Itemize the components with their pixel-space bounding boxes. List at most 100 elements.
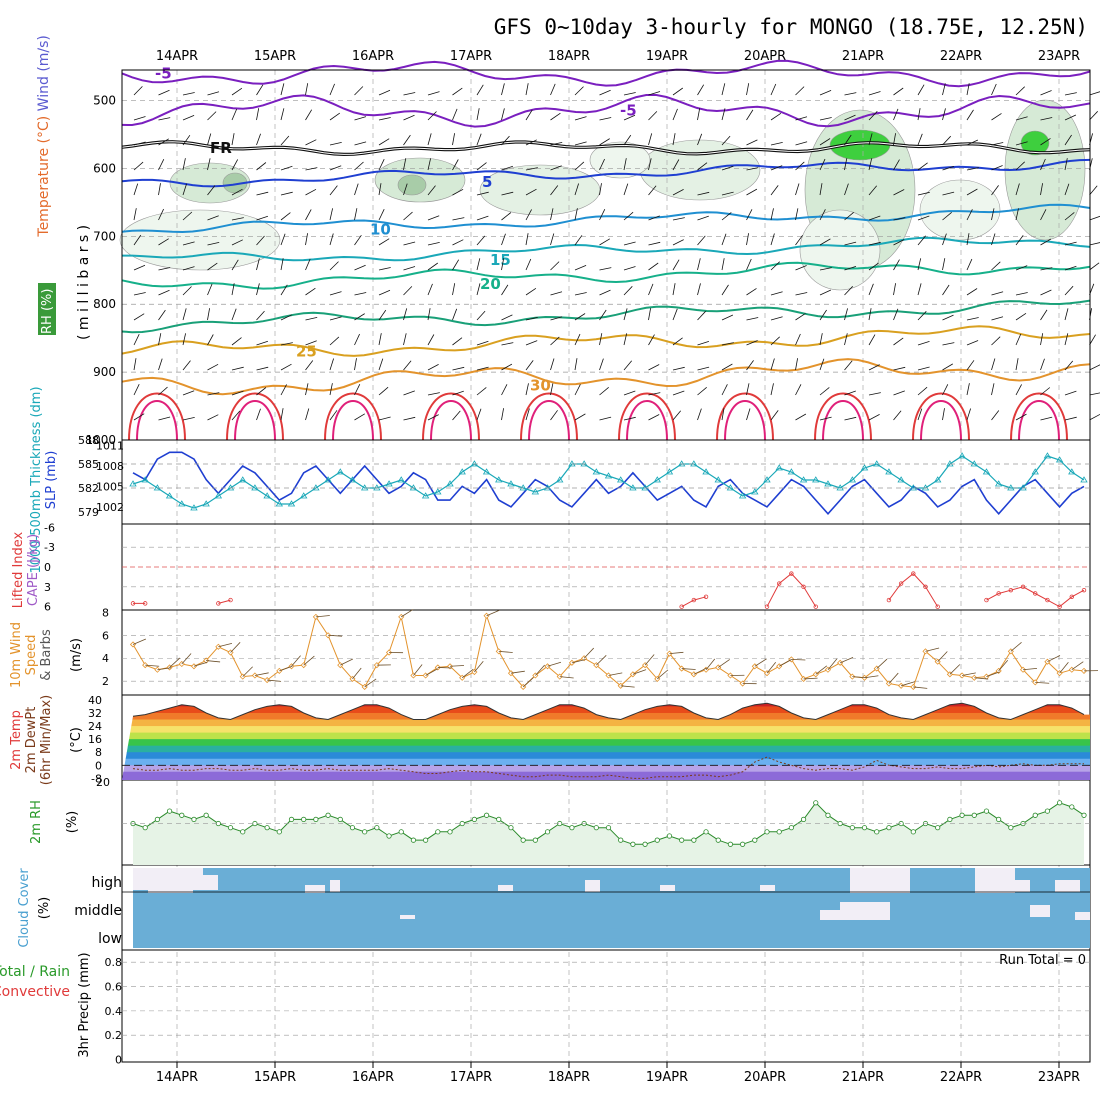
rh2m-point [814, 801, 818, 805]
run-total: Run Total = 0 [999, 953, 1086, 968]
rh2m-point [984, 809, 988, 813]
pressure-ylabel: SLP (mb) [44, 451, 59, 510]
upper-tick: 900 [93, 365, 116, 379]
cloud-gap [975, 868, 1015, 893]
cloud-gap [850, 868, 910, 893]
rh2m-point [143, 825, 147, 829]
rh-blob [800, 210, 880, 290]
rh2m-point [1033, 813, 1037, 817]
cloud-ylabel: Cloud Cover [17, 868, 32, 948]
rh2m-point [253, 821, 257, 825]
cloud-gap [193, 868, 203, 890]
rh2m-point [533, 838, 537, 842]
rh2m-point [655, 838, 659, 842]
rh-label: RH (%) [40, 289, 55, 334]
rh2m-point [545, 830, 549, 834]
wind-tick: 2 [102, 675, 109, 688]
rh2m-point [484, 813, 488, 817]
date-label-bottom: 17APR [450, 1070, 492, 1085]
rh2m-point [643, 842, 647, 846]
rh2m-point [887, 825, 891, 829]
rh2m-point [411, 838, 415, 842]
precip-tick: 0.4 [105, 1005, 123, 1018]
temp-ylabel: 2m Temp [9, 710, 24, 770]
wind-unit: (m/s) [69, 638, 84, 672]
rh2m-point [448, 830, 452, 834]
contour-label: 20 [480, 275, 501, 293]
rh2m-point [996, 817, 1000, 821]
rh2m-point [935, 825, 939, 829]
temp-tick: 32 [88, 707, 102, 720]
slp-tick: 1008 [96, 460, 124, 473]
rh2m-point [497, 817, 501, 821]
contour-label: -5 [620, 102, 637, 120]
date-label-bottom: 16APR [352, 1070, 394, 1085]
rh2m-point [679, 838, 683, 842]
cloud-gap [1015, 880, 1030, 892]
rh2m-point [387, 834, 391, 838]
rh2m-point [1082, 813, 1086, 817]
precip-tick: 0.2 [105, 1029, 123, 1042]
cloud-gap [400, 915, 415, 919]
cloud-gap [330, 880, 340, 892]
rh2m-point [204, 813, 208, 817]
rh2m-point [862, 825, 866, 829]
cloud-gap [1030, 905, 1050, 917]
rh2m-point [192, 817, 196, 821]
upper-tick: 600 [93, 161, 116, 175]
cloud-unit: (%) [37, 897, 52, 920]
rh2m-point [801, 817, 805, 821]
rh-unit: (%) [65, 811, 80, 834]
rh2m-point [155, 817, 159, 821]
date-label-bottom: 21APR [842, 1070, 884, 1085]
rh2m-point [789, 825, 793, 829]
date-label-bottom: 15APR [254, 1070, 296, 1085]
rh2m-point [167, 809, 171, 813]
cloud-gap [148, 868, 193, 893]
precip-total-label: Total / Rain [0, 964, 70, 980]
li-tick: -6 [44, 521, 55, 534]
precip-tick: 0.8 [105, 956, 123, 969]
cloud-fill [133, 868, 1090, 948]
contour-label: 15 [490, 251, 511, 269]
rh2m-point [277, 830, 281, 834]
rh2m-point [180, 813, 184, 817]
precip-conv-label: Convective [0, 984, 70, 1000]
date-label-top: 14APR [156, 49, 198, 64]
rh2m-point [667, 834, 671, 838]
rh2m-point [228, 825, 232, 829]
temp-tick: 8 [95, 746, 102, 759]
rh2m-point [960, 813, 964, 817]
wind-tick: 4 [102, 652, 109, 665]
upper-tick: 700 [93, 229, 116, 243]
precip-tick: 0 [115, 1054, 122, 1067]
rh2m-point [423, 838, 427, 842]
rh-ylabel: 2m RH [29, 800, 44, 844]
wind-tick: 8 [102, 606, 109, 619]
rh2m-point [631, 842, 635, 846]
rh2m-point [875, 830, 879, 834]
contour-label: 5 [482, 173, 492, 191]
rh-blob [920, 180, 1000, 240]
rh2m-point [350, 825, 354, 829]
date-label-top: 18APR [548, 49, 590, 64]
slp-tick: 1011 [96, 439, 124, 452]
li-tick: 6 [44, 601, 51, 614]
rh2m-point [362, 830, 366, 834]
temp-tick: 0 [95, 759, 102, 772]
rh2m-point [326, 813, 330, 817]
contour-label: 30 [530, 377, 551, 395]
rh2m-point [972, 813, 976, 817]
temp-band [122, 765, 1090, 772]
cloud-gap [133, 868, 148, 890]
rh-blob [120, 210, 280, 270]
rh2m-point [594, 825, 598, 829]
date-label-top: 23APR [1038, 49, 1080, 64]
upper-tick: 500 [93, 94, 116, 108]
contour-label: 10 [370, 221, 391, 239]
temp-tick: 40 [88, 694, 102, 707]
upper-ylabel-part: Temperature (°C) [36, 116, 52, 238]
temp-band [122, 720, 1090, 727]
